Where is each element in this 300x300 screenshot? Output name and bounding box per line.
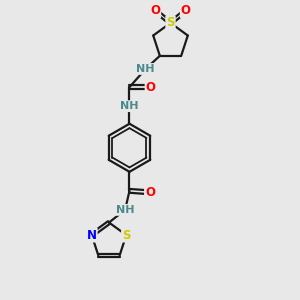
Text: N: N bbox=[87, 229, 97, 242]
Text: O: O bbox=[145, 186, 155, 199]
Text: O: O bbox=[150, 4, 160, 17]
Text: O: O bbox=[146, 81, 156, 94]
Text: NH: NH bbox=[136, 64, 155, 74]
Text: O: O bbox=[181, 4, 191, 17]
Text: NH: NH bbox=[116, 205, 134, 215]
Text: NH: NH bbox=[120, 101, 139, 111]
Text: S: S bbox=[122, 229, 130, 242]
Text: S: S bbox=[166, 16, 175, 29]
